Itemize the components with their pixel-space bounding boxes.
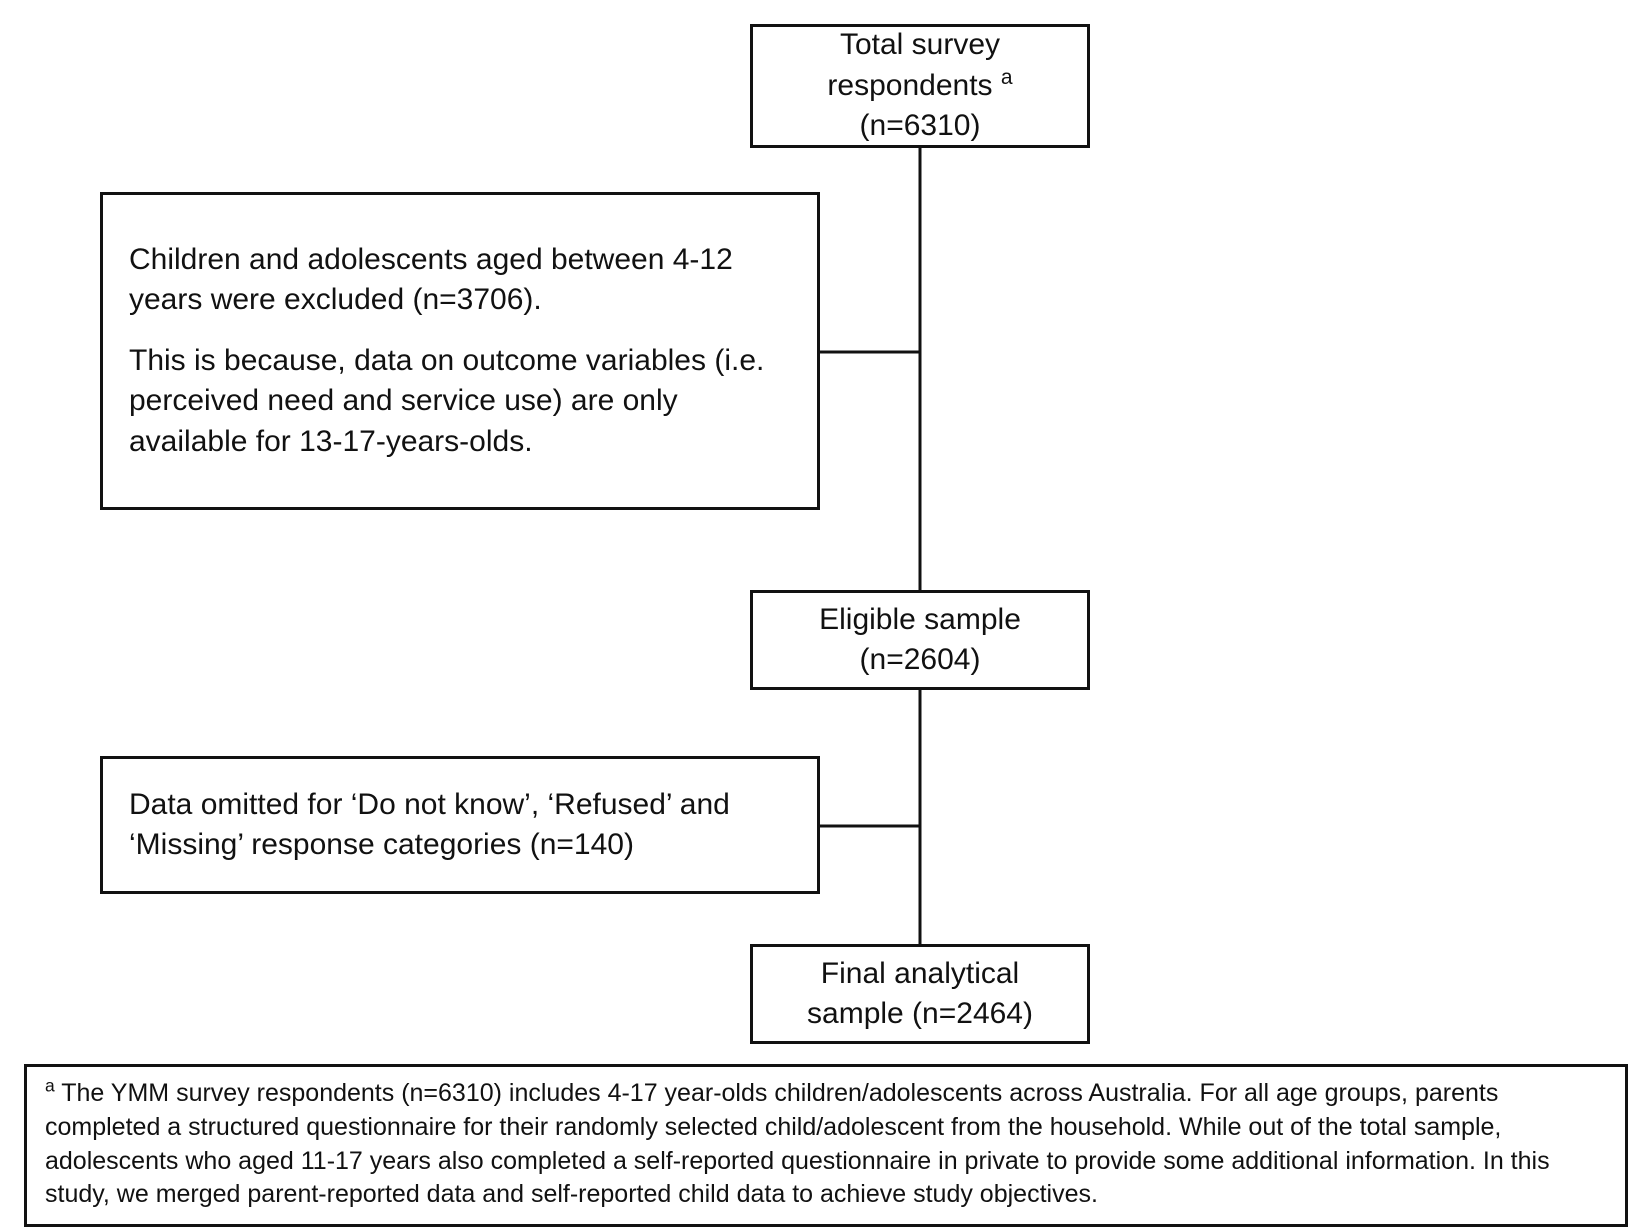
exclusion-missing-p1: Data omitted for ‘Do not know’, ‘Refused… bbox=[129, 785, 791, 866]
node-total-respondents: Total survey respondents a (n=6310) bbox=[750, 24, 1090, 148]
node-exclusion-missing: Data omitted for ‘Do not know’, ‘Refused… bbox=[100, 756, 820, 894]
eligible-line2: (n=2604) bbox=[860, 643, 981, 676]
final-line1: Final analytical bbox=[821, 957, 1019, 990]
exclusion-age-p1: Children and adolescents aged between 4-… bbox=[129, 240, 791, 321]
node-exclusion-age: Children and adolescents aged between 4-… bbox=[100, 192, 820, 510]
node-eligible-sample: Eligible sample (n=2604) bbox=[750, 590, 1090, 690]
footnote-box: a The YMM survey respondents (n=6310) in… bbox=[24, 1064, 1628, 1227]
node-total-n: (n=6310) bbox=[860, 109, 981, 142]
node-total-line1: Total survey bbox=[840, 28, 1000, 61]
node-total-sup: a bbox=[1001, 66, 1013, 89]
final-line2: sample (n=2464) bbox=[807, 997, 1033, 1030]
node-final-sample: Final analytical sample (n=2464) bbox=[750, 944, 1090, 1044]
footnote-sup: a bbox=[45, 1076, 55, 1096]
footnote-text: The YMM survey respondents (n=6310) incl… bbox=[45, 1079, 1550, 1208]
node-total-line2: respondents bbox=[827, 69, 992, 102]
exclusion-age-p2: This is because, data on outcome variabl… bbox=[129, 341, 791, 463]
eligible-line1: Eligible sample bbox=[819, 603, 1021, 636]
flowchart-canvas: Total survey respondents a (n=6310) Chil… bbox=[0, 0, 1652, 1193]
